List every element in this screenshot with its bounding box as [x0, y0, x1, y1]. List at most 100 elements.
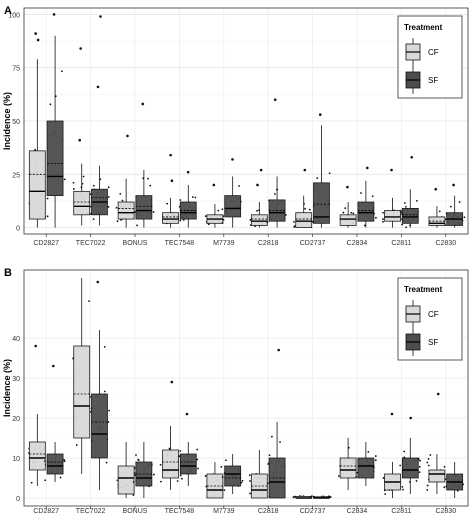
jitter-point — [107, 195, 110, 198]
jitter-point — [166, 202, 169, 205]
jitter-point — [204, 215, 207, 217]
jitter-point — [403, 450, 406, 453]
jitter-point — [293, 225, 296, 228]
jitter-point — [266, 221, 269, 224]
y-tick-label: 0 — [16, 496, 20, 503]
box — [384, 210, 401, 222]
x-tick-label: CD2827 — [33, 508, 59, 515]
jitter-point — [197, 467, 199, 470]
box — [162, 212, 179, 224]
jitter-point — [274, 193, 276, 195]
jitter-point — [355, 476, 358, 478]
x-tick-label: BONUS — [123, 240, 148, 247]
jitter-point — [249, 480, 251, 482]
jitter-point — [63, 458, 66, 461]
jitter-point — [46, 197, 49, 200]
jitter-point — [92, 218, 95, 221]
jitter-point — [382, 220, 384, 223]
jitter-point — [152, 211, 155, 213]
jitter-point — [168, 447, 171, 450]
jitter-point — [160, 480, 162, 483]
panel-b: 0 10 20 30 40 B Incidence (%) CD2827 TEC7022 BONU… — [2, 267, 469, 515]
jitter-point — [121, 199, 124, 202]
jitter-point — [426, 484, 429, 487]
jitter-point — [63, 460, 66, 463]
box — [357, 201, 375, 222]
box — [179, 453, 197, 475]
outlier-point — [273, 98, 277, 101]
jitter-point — [115, 206, 118, 209]
x-tick-label: C2818 — [258, 508, 279, 515]
jitter-point — [72, 181, 75, 184]
outlier-point — [36, 38, 40, 42]
jitter-point — [191, 196, 194, 198]
x-tick-label: C2811 — [391, 508, 411, 515]
jitter-point — [204, 475, 207, 477]
y-tick-label: 50 — [12, 119, 20, 126]
x-tick-label: BONUS — [123, 508, 148, 515]
jitter-point — [401, 485, 404, 488]
jitter-point — [132, 494, 135, 496]
jitter-point — [178, 455, 181, 458]
jitter-point — [443, 486, 446, 489]
jitter-point — [293, 220, 295, 223]
outlier-point — [366, 166, 369, 170]
jitter-point — [179, 199, 182, 201]
jitter-point — [426, 489, 429, 491]
y-tick-label: 0 — [16, 226, 20, 233]
legend-title: Treatment — [404, 285, 443, 294]
x-tick-label: M7739 — [213, 508, 235, 515]
jitter-point — [367, 450, 370, 453]
legend-label: CF — [428, 310, 439, 319]
jitter-point — [108, 409, 111, 412]
outlier-point — [79, 47, 82, 50]
box — [117, 465, 135, 495]
x-tick-label: C2818 — [258, 240, 279, 247]
outlier-point — [436, 392, 440, 396]
jitter-point — [221, 476, 224, 478]
y-axis-label: Incidence (%) — [2, 359, 12, 417]
outlier-point — [452, 183, 455, 187]
x-tick-label: CD2737 — [300, 508, 326, 515]
jitter-point — [223, 489, 226, 492]
jitter-point — [119, 192, 122, 195]
y-tick-label: 40 — [12, 336, 20, 343]
jitter-point — [374, 455, 377, 457]
jitter-point — [427, 464, 430, 467]
outlier-point — [34, 32, 37, 35]
jitter-point — [418, 471, 421, 474]
outlier-point — [96, 280, 100, 284]
jitter-point — [133, 472, 136, 474]
outlier-point — [99, 15, 102, 18]
y-tick-label: 10 — [12, 456, 20, 463]
x-tick-label: CD2737 — [300, 240, 326, 247]
jitter-point — [116, 220, 119, 223]
jitter-point — [384, 493, 387, 495]
y-tick-label: 100 — [8, 12, 20, 19]
jitter-point — [463, 216, 466, 219]
jitter-point — [293, 495, 296, 498]
jitter-point — [337, 475, 340, 477]
jitter-point — [194, 196, 197, 199]
x-tick-label: TEC7548 — [165, 240, 195, 247]
jitter-point — [179, 450, 182, 452]
jitter-point — [82, 175, 85, 178]
plot-border — [23, 7, 469, 235]
jitter-point — [103, 345, 106, 348]
jitter-point — [159, 463, 162, 466]
box — [313, 182, 330, 224]
outlier-point — [126, 134, 129, 138]
jitter-point — [149, 184, 152, 187]
x-tick-label: C2834 — [347, 240, 368, 247]
jitter-point — [241, 479, 244, 482]
jitter-point — [132, 481, 135, 483]
jitter-point — [153, 473, 155, 476]
jitter-point — [405, 206, 407, 208]
jitter-point — [304, 207, 306, 210]
jitter-point — [196, 458, 199, 461]
jitter-point — [382, 211, 384, 214]
x-tick-label: CD2827 — [33, 240, 59, 247]
jitter-point — [429, 454, 432, 456]
jitter-point — [438, 210, 441, 213]
